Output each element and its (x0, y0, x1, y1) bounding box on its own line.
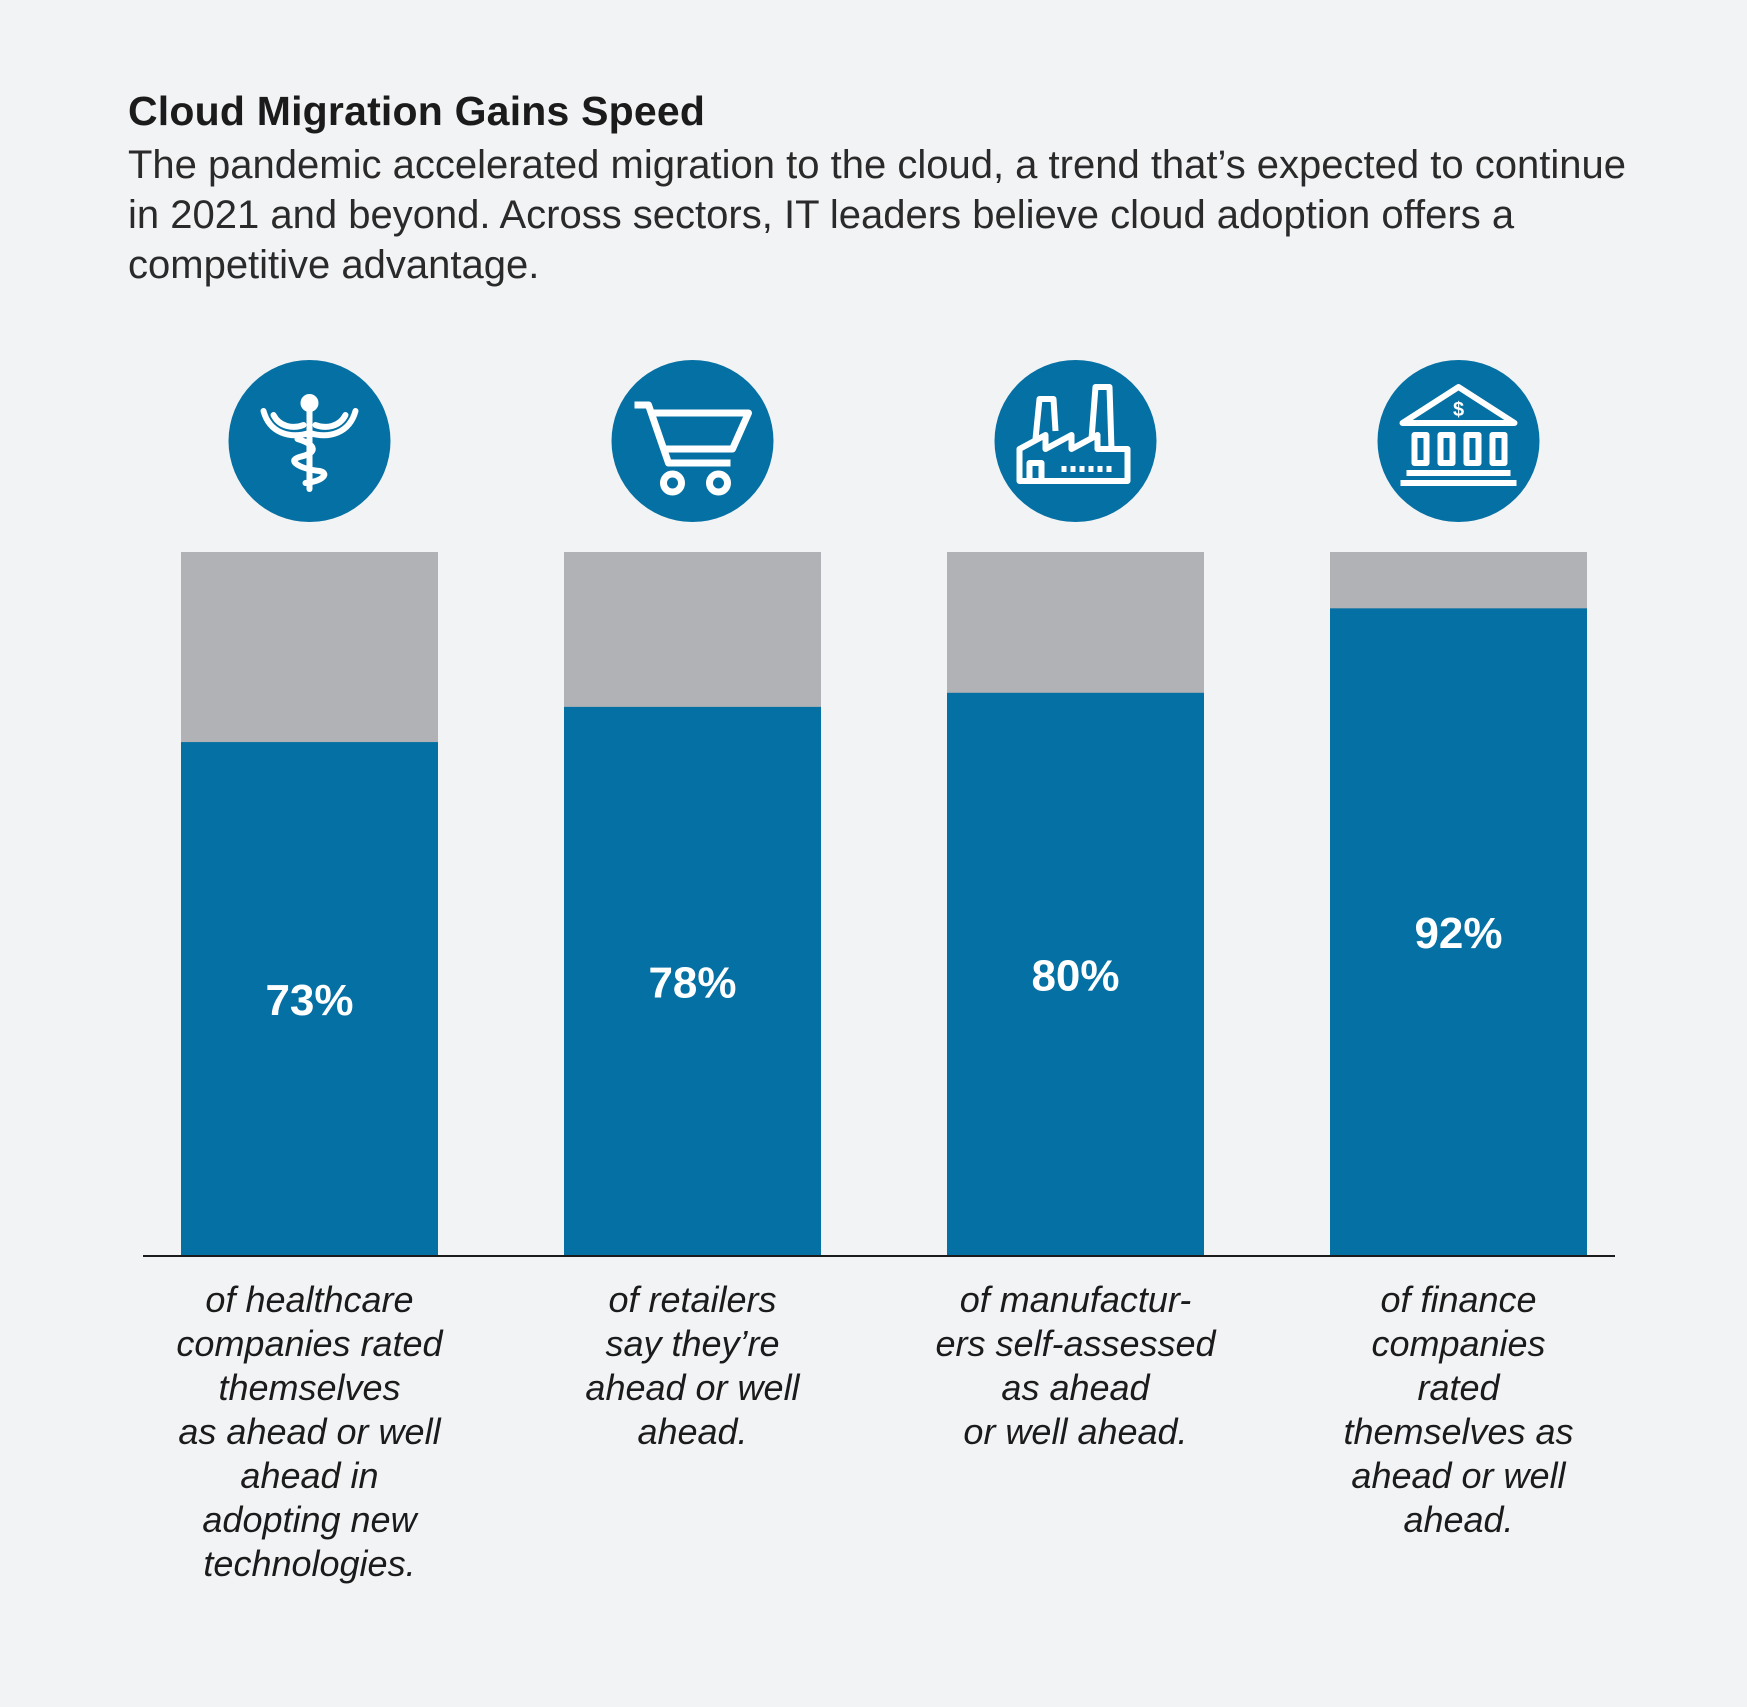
bar-manufacturing (947, 692, 1204, 1256)
bar-group-healthcare: 73% (181, 360, 438, 1256)
icon-circle-manufacturing (994, 360, 1157, 522)
bar-retail (564, 706, 821, 1256)
bar-value-label-manufacturing: 80% (1031, 951, 1119, 1000)
bar-healthcare (181, 742, 438, 1256)
caption-retail: of retailers say they’re ahead or well a… (585, 1279, 800, 1452)
bar-group-retail: 78% (564, 360, 821, 1256)
chart-title: Cloud Migration Gains Speed (128, 88, 706, 134)
bar-group-finance: 92% (1330, 360, 1587, 1256)
bar-value-label-finance: 92% (1414, 909, 1502, 958)
bar-finance (1330, 608, 1587, 1256)
bar-value-label-retail: 78% (648, 958, 736, 1007)
caption-healthcare: of healthcare companies rated themselves… (176, 1279, 443, 1584)
icon-circle-retail (611, 360, 774, 522)
bar-value-label-healthcare: 73% (265, 976, 353, 1025)
bar-group-manufacturing: 80% (947, 360, 1204, 1256)
chart-subtitle: The pandemic accelerated migration to th… (128, 143, 1626, 287)
caption-finance: of finance companies rated themselves as… (1343, 1279, 1574, 1540)
caption-manufacturing: of manufactur- ers self-assessed as ahea… (935, 1279, 1216, 1452)
